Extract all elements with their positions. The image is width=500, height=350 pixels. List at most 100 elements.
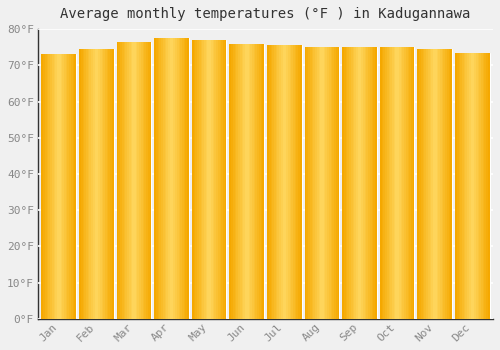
Bar bbox=[304, 47, 306, 319]
Bar bbox=[148, 42, 150, 319]
Bar bbox=[122, 42, 124, 319]
Bar bbox=[62, 54, 64, 319]
Bar bbox=[52, 54, 54, 319]
Bar bbox=[484, 52, 486, 319]
Bar bbox=[252, 43, 254, 319]
Bar bbox=[139, 42, 141, 319]
Bar bbox=[129, 42, 130, 319]
Bar bbox=[204, 40, 206, 319]
Bar bbox=[118, 42, 120, 319]
Bar bbox=[315, 47, 317, 319]
Bar bbox=[116, 42, 118, 319]
Bar bbox=[444, 49, 445, 319]
Bar bbox=[244, 43, 245, 319]
Bar bbox=[422, 49, 424, 319]
Bar bbox=[93, 49, 94, 319]
Bar bbox=[247, 43, 248, 319]
Bar bbox=[310, 47, 312, 319]
Bar bbox=[45, 54, 46, 319]
Bar bbox=[440, 49, 442, 319]
Bar bbox=[170, 38, 172, 319]
Bar bbox=[342, 47, 377, 319]
Bar bbox=[202, 40, 204, 319]
Bar bbox=[196, 40, 197, 319]
Bar bbox=[408, 47, 410, 319]
Bar bbox=[74, 54, 76, 319]
Bar bbox=[112, 49, 114, 319]
Bar bbox=[286, 46, 288, 319]
Bar bbox=[225, 40, 226, 319]
Bar bbox=[134, 42, 136, 319]
Bar bbox=[324, 47, 326, 319]
Bar bbox=[448, 49, 450, 319]
Bar bbox=[154, 38, 156, 319]
Bar bbox=[218, 40, 220, 319]
Bar bbox=[230, 43, 231, 319]
Bar bbox=[332, 47, 334, 319]
Bar bbox=[385, 47, 387, 319]
Bar bbox=[124, 42, 126, 319]
Bar bbox=[466, 52, 467, 319]
Bar bbox=[209, 40, 211, 319]
Bar bbox=[418, 49, 452, 319]
Bar bbox=[81, 49, 82, 319]
Bar bbox=[400, 47, 402, 319]
Bar bbox=[57, 54, 59, 319]
Bar bbox=[284, 46, 286, 319]
Bar bbox=[126, 42, 127, 319]
Bar bbox=[392, 47, 394, 319]
Bar bbox=[48, 54, 50, 319]
Bar bbox=[107, 49, 108, 319]
Bar bbox=[396, 47, 397, 319]
Bar bbox=[84, 49, 86, 319]
Bar bbox=[314, 47, 315, 319]
Bar bbox=[68, 54, 69, 319]
Bar bbox=[418, 49, 419, 319]
Bar bbox=[351, 47, 352, 319]
Bar bbox=[467, 52, 469, 319]
Bar bbox=[110, 49, 112, 319]
Bar bbox=[486, 52, 488, 319]
Bar bbox=[233, 43, 234, 319]
Bar bbox=[436, 49, 438, 319]
Bar bbox=[79, 49, 81, 319]
Bar bbox=[326, 47, 327, 319]
Bar bbox=[329, 47, 330, 319]
Bar bbox=[476, 52, 478, 319]
Bar bbox=[154, 38, 189, 319]
Bar bbox=[211, 40, 212, 319]
Bar bbox=[172, 38, 173, 319]
Bar bbox=[338, 47, 340, 319]
Bar bbox=[216, 40, 218, 319]
Bar bbox=[156, 38, 158, 319]
Bar bbox=[230, 43, 264, 319]
Bar bbox=[336, 47, 338, 319]
Bar bbox=[90, 49, 91, 319]
Bar bbox=[460, 52, 462, 319]
Bar bbox=[186, 38, 187, 319]
Bar bbox=[410, 47, 411, 319]
Bar bbox=[144, 42, 146, 319]
Bar bbox=[158, 38, 160, 319]
Bar bbox=[66, 54, 68, 319]
Bar bbox=[192, 40, 226, 319]
Bar bbox=[94, 49, 96, 319]
Bar bbox=[438, 49, 440, 319]
Bar bbox=[462, 52, 464, 319]
Bar bbox=[399, 47, 400, 319]
Bar bbox=[214, 40, 216, 319]
Bar bbox=[222, 40, 223, 319]
Bar bbox=[248, 43, 250, 319]
Bar bbox=[334, 47, 336, 319]
Bar bbox=[260, 43, 262, 319]
Bar bbox=[69, 54, 71, 319]
Bar bbox=[288, 46, 290, 319]
Bar bbox=[120, 42, 122, 319]
Bar bbox=[430, 49, 432, 319]
Bar bbox=[163, 38, 164, 319]
Bar bbox=[281, 46, 282, 319]
Bar bbox=[320, 47, 322, 319]
Bar bbox=[184, 38, 186, 319]
Bar bbox=[132, 42, 134, 319]
Bar bbox=[411, 47, 412, 319]
